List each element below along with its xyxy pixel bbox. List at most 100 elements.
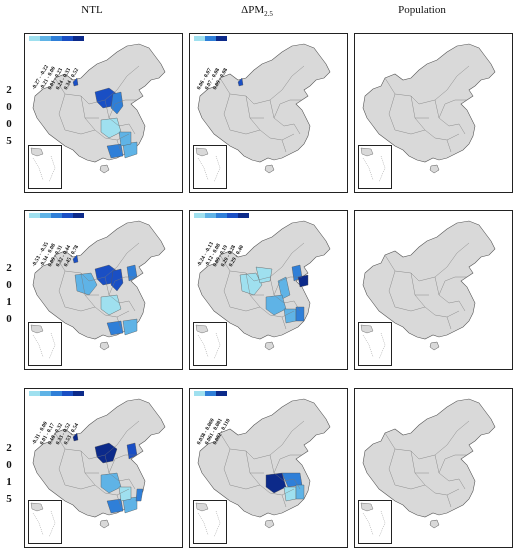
- province-border: [116, 316, 122, 330]
- south-china-sea-inset: [193, 322, 227, 366]
- hainan-island: [99, 519, 110, 529]
- south-china-sea-inset: [358, 322, 392, 366]
- province-border: [418, 65, 470, 105]
- legend-swatch: [51, 391, 62, 396]
- legend-swatch: [238, 213, 249, 218]
- province-border: [229, 484, 261, 490]
- map-legend: 0.06 - 0.07 0.07 - 0.08 0.09 - 0.08: [194, 36, 229, 91]
- hainan-island: [429, 519, 440, 529]
- province-border: [64, 484, 96, 490]
- province-border: [253, 420, 305, 460]
- inset-map: [195, 147, 221, 183]
- province-border: [269, 276, 295, 304]
- province-border: [219, 254, 255, 282]
- province-border: [259, 129, 295, 141]
- province-border: [58, 93, 66, 131]
- region-hunan: [283, 486, 297, 502]
- province-border: [273, 276, 302, 296]
- province-border: [94, 484, 130, 496]
- legend-swatch: [73, 213, 84, 218]
- province-border: [108, 99, 137, 119]
- region-sichuan-east: [100, 472, 122, 494]
- province-border: [259, 306, 295, 318]
- legend-swatch: [227, 213, 238, 218]
- south-china-sea-inset: [28, 500, 62, 544]
- province-border: [446, 139, 452, 153]
- china-map: [32, 43, 166, 174]
- province-border: [281, 316, 287, 330]
- province-border: [54, 432, 90, 460]
- region-qinghai: [74, 272, 98, 296]
- province-border: [434, 276, 460, 304]
- map-panel: [354, 33, 513, 193]
- region-gansu: [255, 266, 273, 284]
- map-panel: -0.27 - -0.22 -0.21 - 0.00 0.01 - 0.23 0.24…: [24, 33, 183, 193]
- hainan-island: [264, 341, 275, 351]
- region-shanxi: [277, 276, 291, 300]
- legend-swatch: [29, 36, 40, 41]
- province-border: [104, 454, 130, 482]
- region-sichuan-east: [100, 294, 122, 316]
- province-border: [259, 484, 295, 496]
- map-panel: [354, 210, 513, 370]
- region-guangxi: [106, 320, 124, 336]
- region-xinjiang-east: [72, 254, 79, 264]
- province-border: [394, 306, 426, 312]
- south-china-sea-inset: [28, 322, 62, 366]
- region-sichuan-east: [100, 117, 122, 139]
- china-map: [197, 43, 331, 174]
- inset-map: [30, 324, 56, 360]
- region-hunan: [118, 486, 132, 502]
- province-border: [64, 306, 96, 312]
- legend-swatch: [205, 213, 216, 218]
- hainan-island: [264, 519, 275, 529]
- province-border: [116, 494, 122, 508]
- region-shandong: [297, 274, 309, 288]
- china-map: [362, 43, 496, 174]
- legend-swatch: [216, 213, 227, 218]
- map-legend: 0.038 - 0.060 0.061 - 0.081 0.082 - 0.110: [194, 391, 232, 446]
- hainan-island: [264, 164, 275, 174]
- map-panel: -0.24 - -0.13 -0.12 - 0.08 0.09 - 0.19 0.20…: [189, 210, 348, 370]
- region-hunan: [283, 308, 297, 324]
- province-border: [388, 93, 396, 131]
- inset-map: [360, 502, 386, 538]
- province-border: [104, 276, 130, 304]
- province-border: [58, 448, 66, 486]
- region-xinjiang-east: [237, 77, 244, 87]
- province-border: [64, 129, 96, 135]
- province-border: [424, 129, 460, 141]
- province-border: [438, 454, 467, 474]
- province-border: [128, 478, 136, 490]
- province-border: [388, 270, 396, 308]
- map-panel: 0.038 - 0.060 0.061 - 0.081 0.082 - 0.110: [189, 388, 348, 548]
- hainan-island: [429, 341, 440, 351]
- province-border: [293, 478, 301, 490]
- china-map: [32, 398, 166, 529]
- province-border: [281, 494, 287, 508]
- legend-swatch: [51, 36, 62, 41]
- region-jiangxi: [295, 484, 305, 500]
- province-border: [438, 276, 467, 296]
- province-border: [281, 139, 287, 153]
- province-border: [458, 478, 466, 490]
- inset-map: [30, 147, 56, 183]
- province-border: [94, 129, 130, 141]
- province-border: [88, 65, 140, 105]
- province-border: [104, 99, 130, 127]
- legend-swatch: [194, 36, 205, 41]
- province-border: [458, 300, 466, 312]
- china-map: [197, 398, 331, 529]
- region-hebei: [126, 442, 138, 460]
- province-border: [229, 129, 261, 135]
- province-border: [58, 270, 66, 308]
- province-border: [54, 77, 90, 105]
- province-border: [223, 93, 231, 131]
- province-border: [54, 254, 90, 282]
- region-xinjiang-east: [72, 432, 79, 442]
- province-border: [394, 484, 426, 490]
- province-border: [424, 484, 460, 496]
- province-border: [434, 99, 460, 127]
- province-border: [108, 276, 137, 296]
